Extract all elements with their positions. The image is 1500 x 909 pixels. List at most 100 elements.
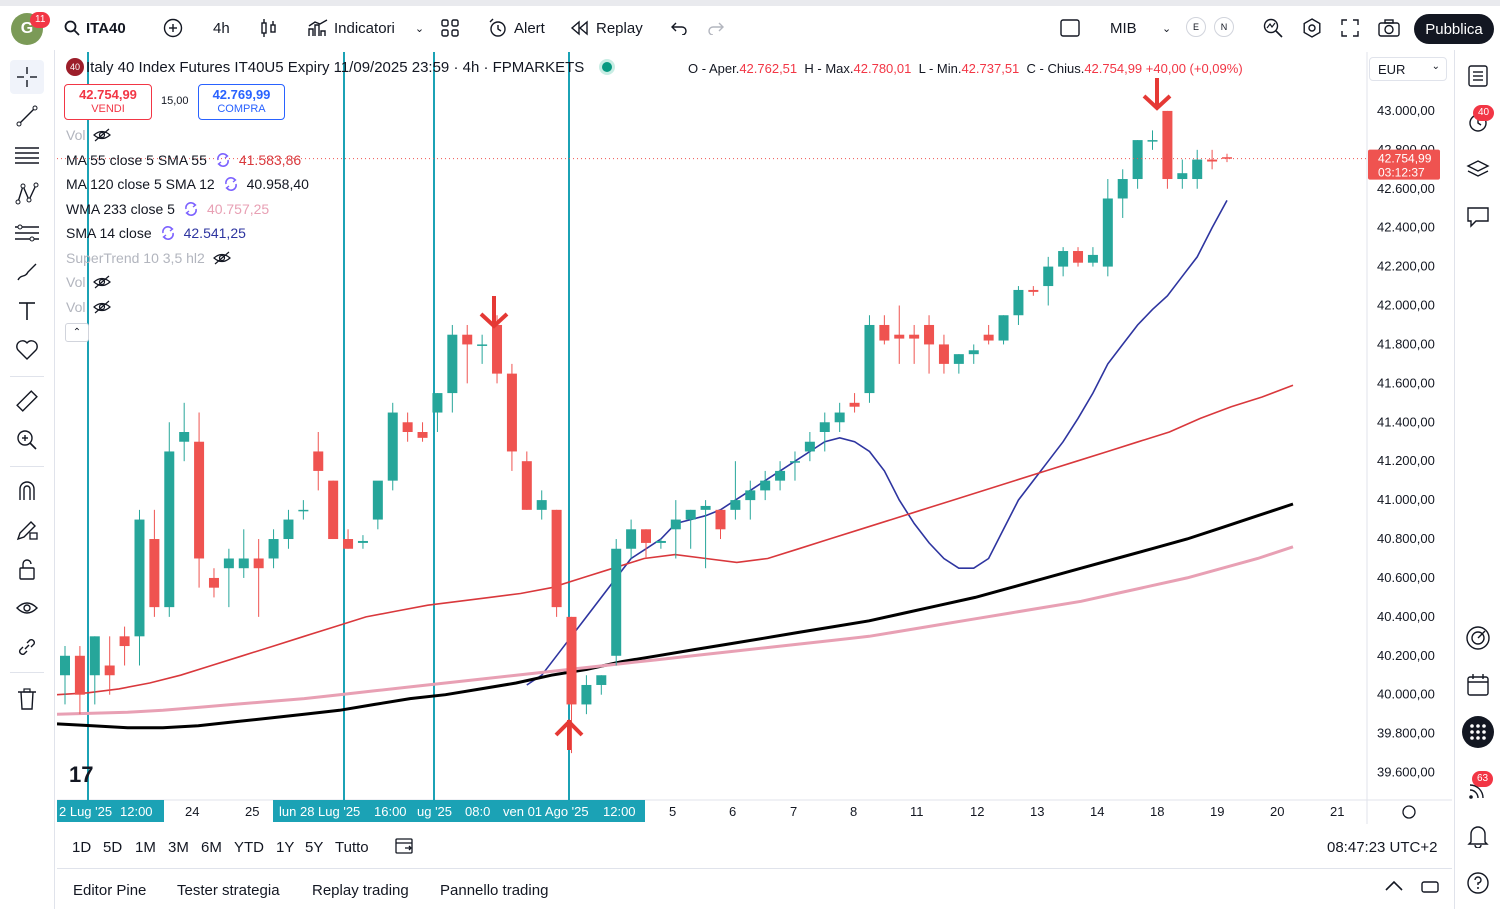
symbol-title[interactable]: Italy 40 Index Futures IT40U5 Expiry 11/… [86,58,585,76]
sync-icon[interactable] [223,176,239,192]
apps-button[interactable] [1462,716,1494,748]
indicator-row[interactable]: Vol [66,274,112,290]
indicator-row[interactable]: MA 120 close 5 SMA 12 40.958,40 [66,176,309,192]
time-axis-highlight-label: 08:0 [465,804,490,819]
currency-select[interactable]: EUR ⌄ [1369,57,1447,81]
close-label: C - Chius. [1026,61,1085,76]
footer-tab[interactable]: Editor Pine [73,882,147,899]
link-tool[interactable] [10,630,44,664]
calendar-button[interactable] [1462,669,1494,701]
layout-button[interactable] [1060,12,1080,44]
chart-type-button[interactable] [260,12,278,44]
settings-button[interactable] [1302,12,1322,44]
crosshair-tool[interactable] [10,60,44,94]
range-ytd[interactable]: YTD [234,839,264,856]
sync-icon[interactable] [160,225,176,241]
indicator-row[interactable]: MA 55 close 5 SMA 55 41.583,86 [66,152,301,168]
footer-tab[interactable]: Tester strategia [177,882,280,899]
candle-body [1117,179,1128,199]
fullscreen-button[interactable] [1341,12,1359,44]
time-tick-label: 8 [850,804,857,819]
price-chart[interactable]: 43.000,0042.800,0042.600,0042.400,0042.2… [57,52,1452,824]
candle-body [1073,251,1084,263]
undo-button[interactable] [669,12,687,44]
brush-tool[interactable] [10,255,44,289]
footer-tab[interactable]: Replay trading [312,882,409,899]
footer-tab[interactable]: Pannello trading [440,882,549,899]
range-5d[interactable]: 5D [103,839,123,856]
quick-search-button[interactable] [1263,12,1283,44]
collapse-legend-button[interactable]: ⌃ [65,323,89,342]
range-6m[interactable]: 6M [201,839,222,856]
zoom-tool[interactable] [10,423,44,457]
trendline-tool[interactable] [10,99,44,133]
candle-body [983,334,994,341]
magnet-tool[interactable] [10,474,44,508]
indicator-row[interactable]: SMA 14 close 42.541,25 [66,225,246,241]
fib-tool[interactable] [10,138,44,172]
text-tool[interactable] [10,294,44,328]
templates-button[interactable] [441,12,459,44]
clock[interactable]: 08:47:23 UTC+2 [1327,839,1438,856]
stream-button[interactable] [1462,774,1494,806]
range-5y[interactable]: 5Y [305,839,324,856]
symbol-search[interactable]: ITA40 [64,12,126,44]
range-3m[interactable]: 3M [168,839,189,856]
favorite-tool[interactable] [10,333,44,367]
collapse-panel-button[interactable] [1384,879,1404,897]
notifications-button[interactable] [1462,820,1494,852]
eye-off-icon[interactable] [93,300,112,314]
alert-button[interactable]: Alert [488,12,545,44]
exchange-dropdown[interactable]: ⌄ [1162,12,1171,44]
lock-tool[interactable] [10,552,44,586]
sell-button[interactable]: 42.754,99 VENDI [64,84,152,120]
remove-tool[interactable] [10,682,44,716]
object-tree-button[interactable] [1462,154,1494,186]
time-axis-highlight-label: 12:00 [120,804,153,819]
eye-off-icon[interactable] [93,275,112,289]
sync-icon[interactable] [183,201,199,217]
candle-body [521,461,532,510]
visibility-tool[interactable] [10,591,44,625]
redo-button[interactable] [708,12,726,44]
help-button[interactable] [1462,867,1494,899]
chat-button[interactable] [1462,201,1494,233]
watchlist-button[interactable] [1462,60,1494,92]
interval-button[interactable]: 4h [213,12,230,44]
arrow-up-icon [554,719,584,737]
range-1m[interactable]: 1M [135,839,156,856]
maximize-panel-button[interactable] [1420,878,1440,901]
n-toggle[interactable]: N [1214,17,1234,37]
time-axis-highlight-label: 2 Lug '25 [59,804,112,819]
replay-button[interactable]: Replay [570,12,643,44]
publish-button[interactable]: Pubblica [1414,14,1494,44]
compare-button[interactable] [163,12,183,44]
forecast-tool[interactable] [10,216,44,250]
eye-off-icon[interactable] [212,251,231,265]
sync-icon[interactable] [215,152,231,168]
measure-tool[interactable] [10,384,44,418]
indicator-row[interactable]: SuperTrend 10 3,5 hl2 [66,250,231,266]
candle-body [536,500,547,510]
chevron-up-icon: ⌃ [72,327,82,338]
pattern-tool[interactable] [10,177,44,211]
range-1d[interactable]: 1D [72,839,92,856]
ideas-button[interactable] [1462,622,1494,654]
range-1y[interactable]: 1Y [276,839,295,856]
undo-icon [671,22,687,35]
indicator-row[interactable]: WMA 233 close 5 40.757,25 [66,201,269,217]
e-toggle[interactable]: E [1186,17,1206,37]
exchange-button[interactable]: MIB [1110,12,1137,44]
axis-settings-icon[interactable] [1402,805,1416,819]
range-tutto[interactable]: Tutto [335,839,369,856]
goto-date-button[interactable] [395,836,415,861]
snapshot-button[interactable] [1378,12,1400,44]
eye-off-icon[interactable] [93,128,112,142]
top-toolbar: G 11 ITA40 4h Indicatori ⌄ Alert Replay … [0,6,1500,50]
indicators-button[interactable]: Indicatori ⌄ [308,12,424,44]
indicator-row[interactable]: Vol [66,127,112,143]
buy-button[interactable]: 42.769,99 COMPRA [198,84,285,120]
candle-body [343,539,354,549]
stay-drawing-tool[interactable] [10,513,44,547]
indicator-row[interactable]: Vol [66,299,112,315]
